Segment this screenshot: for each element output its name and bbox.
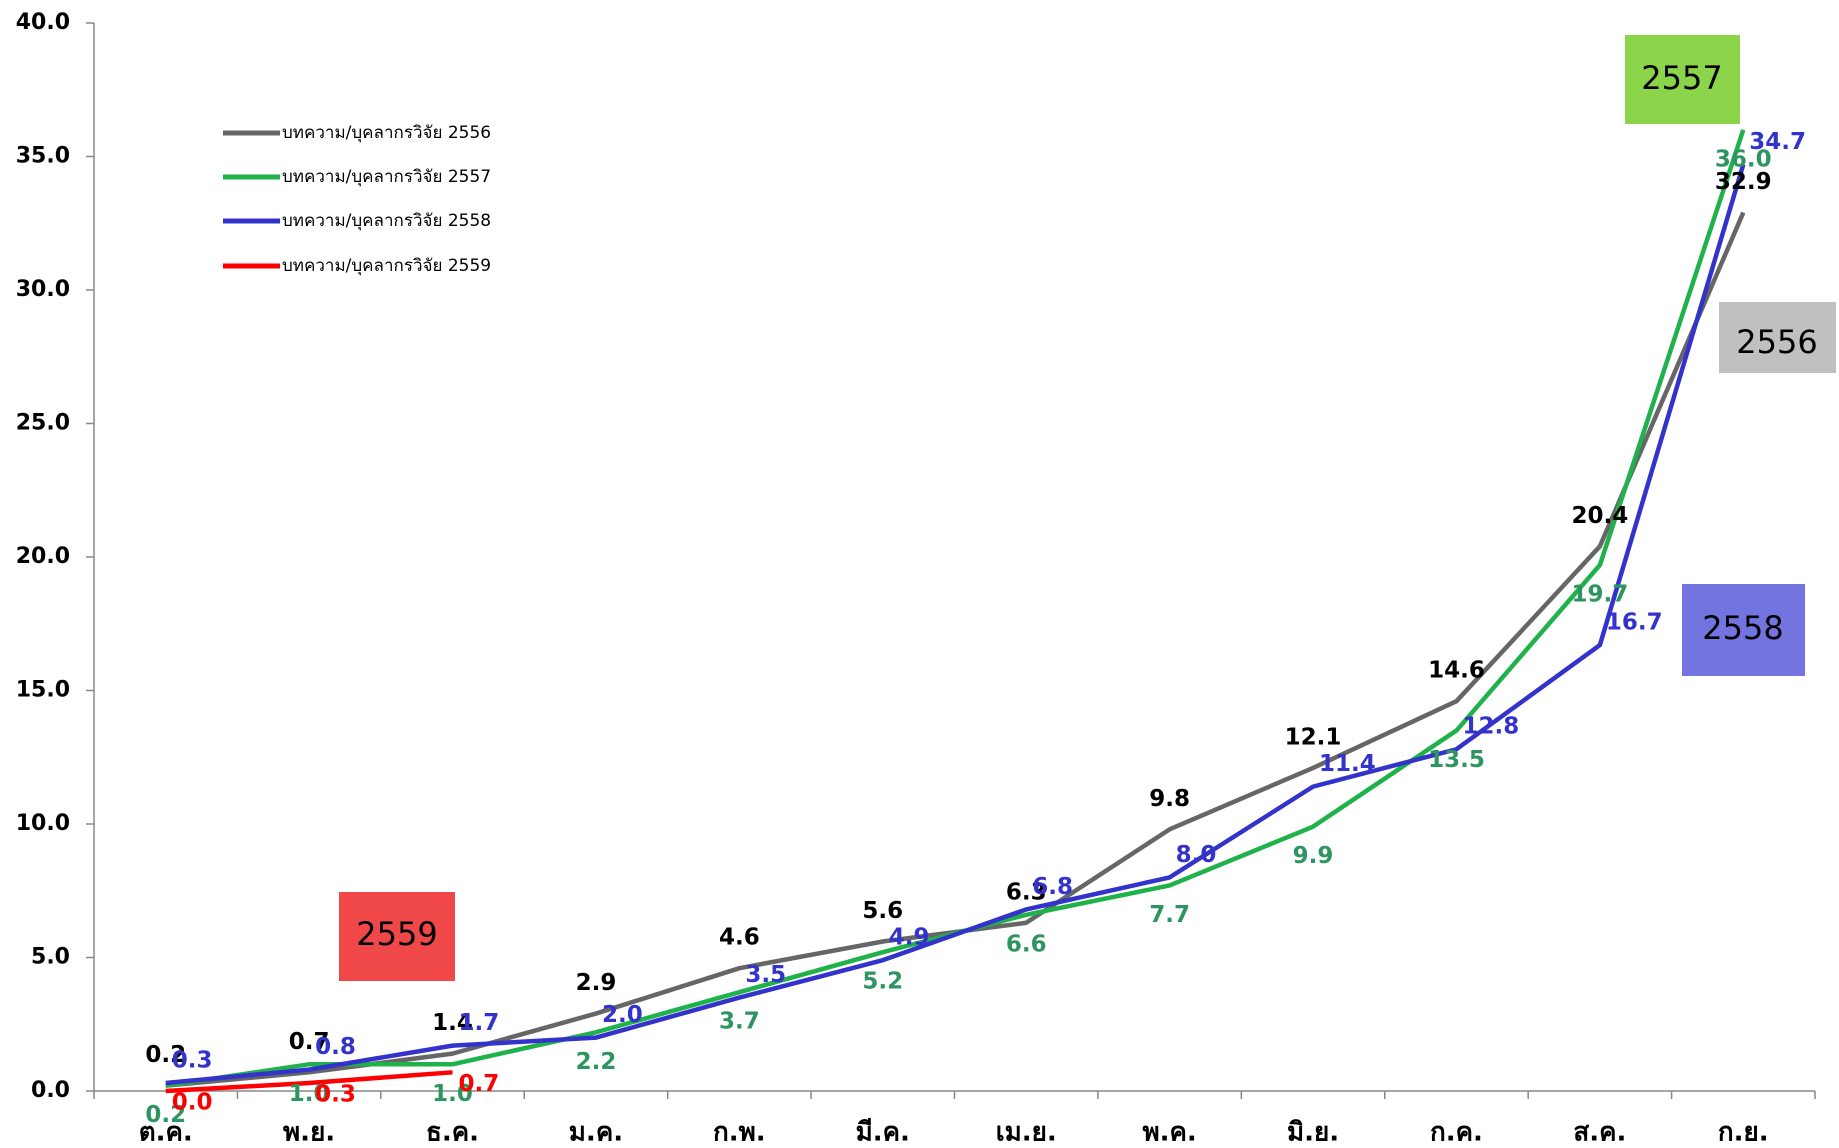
y-tick-label: 15.0 (16, 678, 70, 703)
annotation-box (1625, 35, 1740, 124)
value-label: 3.5 (745, 962, 786, 988)
value-label: 8.0 (1176, 842, 1217, 868)
value-label: 9.9 (1293, 843, 1334, 869)
value-label: 5.6 (862, 898, 903, 924)
value-label: 1.0 (432, 1081, 473, 1107)
value-label: 7.7 (1149, 902, 1190, 928)
value-label: 11.4 (1319, 751, 1376, 777)
value-label: 1.4 (432, 1010, 473, 1036)
y-tick-label: 40.0 (16, 10, 70, 35)
value-label: 14.6 (1428, 658, 1485, 684)
legend-label: บทความ/บุคลากรวิจัย 2556 (282, 123, 491, 143)
value-label: 2.2 (576, 1049, 617, 1075)
y-tick-label: 0.0 (31, 1078, 70, 1103)
value-label: 0.3 (315, 1081, 356, 1107)
value-label: 16.7 (1606, 610, 1663, 636)
value-label: 0.0 (172, 1090, 213, 1116)
y-tick-label: 35.0 (16, 144, 70, 169)
value-label: 2.9 (576, 970, 617, 996)
annotation-box (1719, 302, 1836, 373)
value-label: 9.8 (1149, 786, 1190, 812)
value-label: 12.1 (1285, 724, 1342, 750)
x-tick-label: มิ.ย. (1287, 1118, 1339, 1148)
x-tick-label: ก.พ. (713, 1118, 766, 1148)
legend-label: บทความ/บุคลากรวิจัย 2559 (282, 256, 491, 276)
x-tick-label: ต.ค. (139, 1118, 193, 1148)
value-label: 20.4 (1572, 503, 1629, 529)
legend-label: บทความ/บุคลากรวิจัย 2557 (282, 167, 491, 187)
x-tick-label: ก.ย. (1718, 1118, 1769, 1148)
annotation-box (339, 892, 455, 981)
value-label: 4.6 (719, 925, 760, 951)
value-label: 0.2 (145, 1102, 186, 1128)
value-label: 36.0 (1715, 146, 1772, 172)
y-tick-label: 30.0 (16, 277, 70, 302)
value-label: 6.8 (1032, 874, 1073, 900)
value-label: 32.9 (1715, 169, 1772, 195)
value-label: 13.5 (1428, 747, 1485, 773)
x-tick-label: มี.ค. (856, 1118, 910, 1148)
y-tick-label: 5.0 (31, 945, 70, 970)
x-tick-label: ส.ค. (1573, 1118, 1626, 1148)
value-label: 19.7 (1572, 582, 1629, 608)
value-label: 12.8 (1462, 714, 1519, 740)
annotation: 2558 (1702, 609, 1783, 647)
x-tick-label: เม.ย. (996, 1118, 1057, 1148)
y-tick-label: 20.0 (16, 544, 70, 569)
value-label: 0.2 (145, 1042, 186, 1068)
annotation: 2557 (1641, 59, 1722, 97)
legend-label: บทความ/บุคลากรวิจัย 2558 (282, 211, 491, 231)
value-label: 0.7 (289, 1029, 330, 1055)
value-label: 1.0 (289, 1081, 330, 1107)
x-tick-label: ม.ค. (569, 1118, 623, 1148)
value-label: 5.2 (862, 969, 903, 995)
y-tick-label: 10.0 (16, 811, 70, 836)
y-tick-label: 25.0 (16, 411, 70, 436)
value-label: 1.7 (459, 1010, 500, 1036)
value-label: 2.0 (602, 1002, 643, 1028)
annotation: 2559 (356, 915, 437, 953)
x-tick-label: ก.ค. (1430, 1118, 1483, 1148)
annotation: 2556 (1736, 323, 1817, 361)
series-line (165, 1070, 453, 1094)
annotation-box (1682, 584, 1805, 676)
x-tick-label: ธ.ค. (426, 1118, 479, 1148)
value-label: 0.8 (315, 1034, 356, 1060)
value-label: 6.3 (1006, 879, 1047, 905)
value-label: 6.6 (1006, 931, 1047, 957)
value-label: 0.3 (172, 1047, 213, 1073)
x-tick-label: พ.ย. (283, 1118, 335, 1148)
series-line (165, 163, 1746, 1086)
value-label: 0.7 (459, 1071, 500, 1097)
value-label: 34.7 (1749, 129, 1806, 155)
value-label: 3.7 (719, 1009, 760, 1035)
x-tick-label: พ.ค. (1142, 1118, 1196, 1148)
value-label: 4.9 (889, 925, 930, 951)
